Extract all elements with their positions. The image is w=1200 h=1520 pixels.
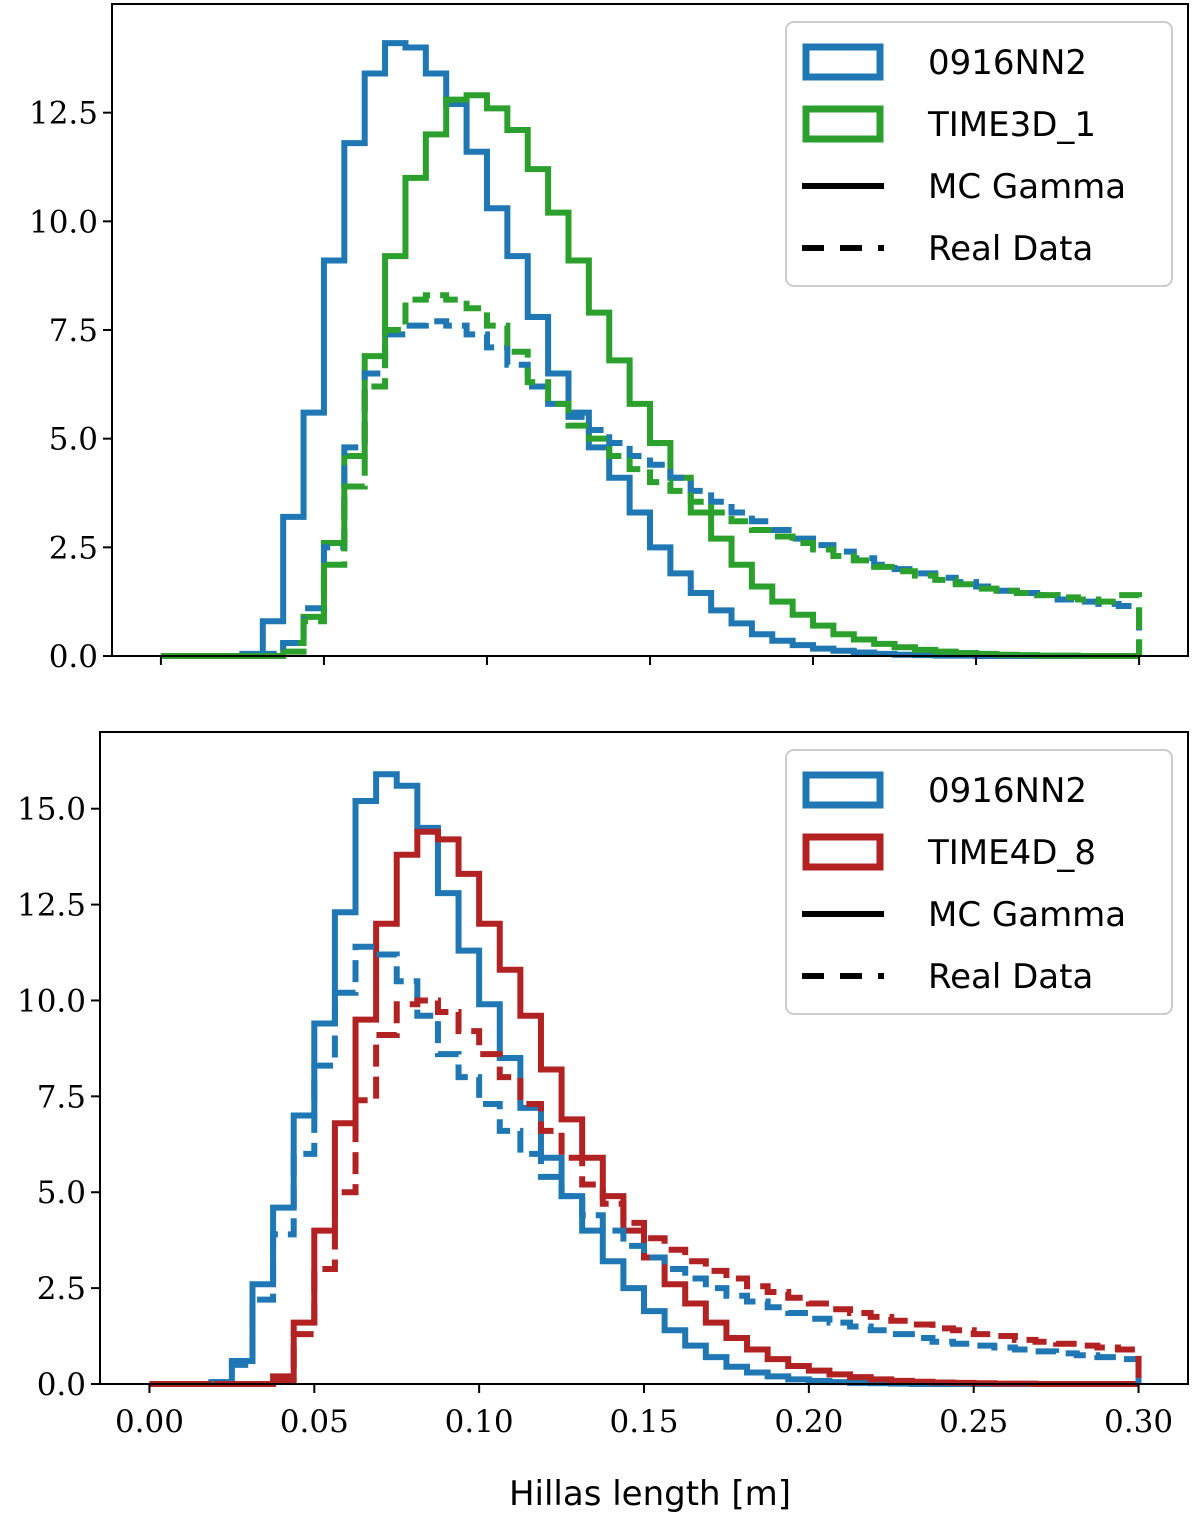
legend: 0916NN2 TIME4D_8 MC Gamma Real Data: [785, 749, 1173, 1015]
x-tick-label: 0.20: [774, 1404, 843, 1440]
legend-box: [785, 21, 1173, 287]
legend-label: TIME4D_8: [927, 833, 1096, 873]
x-tick-label: 0.10: [445, 1404, 514, 1440]
x-axis-label: Hillas length [m]: [509, 1474, 791, 1514]
legend-label: 0916NN2: [928, 771, 1087, 811]
legend-label: TIME3D_1: [927, 105, 1096, 145]
legend-label: 0916NN2: [928, 43, 1087, 83]
x-tick-label: 0.15: [609, 1404, 678, 1440]
x-tick-label: 0.30: [1104, 1404, 1173, 1440]
y-tick-label: 7.5: [49, 313, 98, 349]
series-time4d-8-real-data: [149, 997, 1142, 1387]
series-0916nn2-real-data: [160, 318, 1143, 659]
y-tick-label: 5.0: [49, 422, 98, 458]
legend-swatch-patch: [802, 105, 884, 143]
legend-label: Real Data: [928, 957, 1093, 997]
legend-box: [785, 749, 1173, 1015]
y-tick-label: 5.0: [37, 1175, 86, 1211]
legend-label: MC Gamma: [928, 167, 1126, 207]
y-tick-label: 2.5: [49, 530, 98, 566]
y-tick-label: 0.0: [49, 639, 98, 675]
bottom-panel: 0.0 2.5 5.0 7.5 10.0 12.5 15.0 0.00 0.05 0.10 0.15…: [17, 731, 1189, 1440]
y-tick-label: 10.0: [17, 983, 86, 1019]
y-tick-label: 15.0: [17, 792, 86, 828]
y-tick-label: 12.5: [29, 96, 98, 132]
y-tick-label: 10.0: [29, 204, 98, 240]
legend-swatch-patch: [802, 833, 884, 871]
legend-swatch-patch: [802, 771, 884, 809]
legend: 0916NN2 TIME3D_1 MC Gamma Real Data: [785, 21, 1173, 287]
series-0916nn2-real-data: [149, 943, 1142, 1387]
legend-label: MC Gamma: [928, 895, 1126, 935]
y-tick-label: 7.5: [37, 1079, 86, 1115]
legend-label: Real Data: [928, 229, 1093, 269]
y-tick-label: 2.5: [37, 1271, 86, 1307]
top-panel: 0.0 2.5 5.0 7.5 10.0 12.5 0916NN2 TIME3D_1 MC Ga…: [29, 3, 1189, 675]
x-tick-label: 0.25: [939, 1404, 1008, 1440]
x-tick-label: 0.00: [115, 1404, 184, 1440]
series-time3d-1-real-data: [160, 292, 1143, 659]
x-tick-label: 0.05: [280, 1404, 349, 1440]
y-tick-label: 12.5: [17, 888, 86, 924]
legend-swatch-patch: [802, 43, 884, 81]
series-0916nn2-mc-gamma: [160, 40, 1140, 659]
y-tick-label: 0.0: [37, 1367, 86, 1403]
